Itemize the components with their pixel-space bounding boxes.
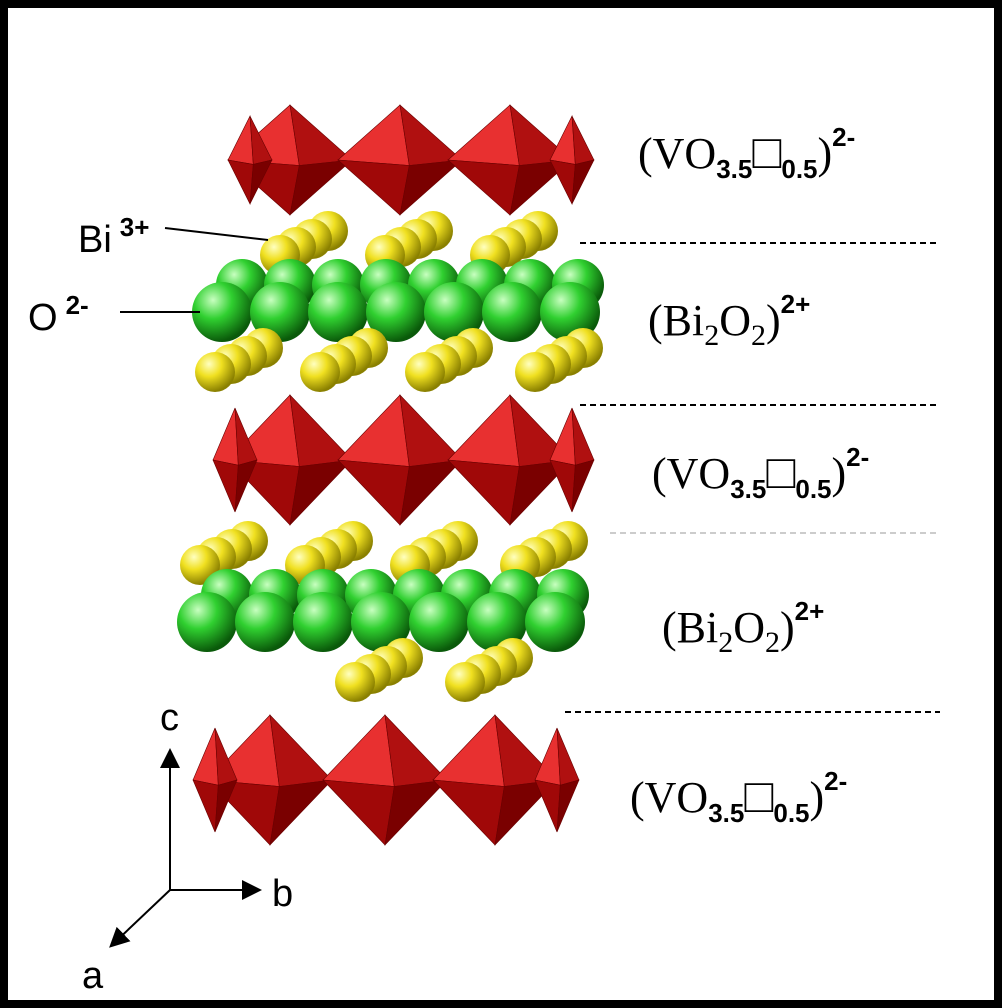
o-atom bbox=[525, 592, 585, 652]
text: (VO bbox=[630, 773, 708, 822]
superscript: 2- bbox=[832, 122, 855, 152]
text: (Bi bbox=[662, 603, 718, 652]
text: (Bi bbox=[648, 296, 704, 345]
subscript: 2 bbox=[704, 319, 719, 352]
superscript: 2- bbox=[824, 766, 847, 796]
axis-c: c bbox=[160, 697, 179, 739]
bi-atom bbox=[515, 352, 555, 392]
bi-atom bbox=[405, 352, 445, 392]
o-atom bbox=[293, 592, 353, 652]
subscript: 2 bbox=[765, 626, 780, 659]
text: O bbox=[719, 296, 751, 345]
o-atom bbox=[192, 282, 252, 342]
o-atom bbox=[482, 282, 542, 342]
bi-atom bbox=[335, 662, 375, 702]
subscript: 0.5 bbox=[781, 154, 817, 184]
symbol: O bbox=[28, 297, 58, 339]
box: □ bbox=[766, 446, 795, 499]
superscript: 2- bbox=[846, 442, 869, 472]
charge: 3+ bbox=[120, 212, 150, 242]
bi-atom bbox=[445, 662, 485, 702]
o-atom bbox=[177, 592, 237, 652]
subscript: 3.5 bbox=[716, 154, 752, 184]
o-atom bbox=[409, 592, 469, 652]
axis-b: b bbox=[272, 873, 293, 915]
text: ) bbox=[818, 129, 833, 178]
text: (VO bbox=[652, 449, 730, 498]
o-atom bbox=[235, 592, 295, 652]
bi-atom bbox=[300, 352, 340, 392]
text: ) bbox=[766, 296, 781, 345]
charge: 2- bbox=[66, 290, 89, 320]
text: ) bbox=[832, 449, 847, 498]
symbol: Bi bbox=[78, 219, 112, 261]
subscript: 2 bbox=[751, 319, 766, 352]
figure: Bi3+ O2- (VO3.5□0.5)2-(Bi2O2)2+(VO3.5□0.… bbox=[0, 0, 1002, 1008]
text: O bbox=[733, 603, 765, 652]
text: ) bbox=[780, 603, 795, 652]
box: □ bbox=[752, 126, 781, 179]
subscript: 2 bbox=[718, 626, 733, 659]
bi-atom bbox=[195, 352, 235, 392]
superscript: 2+ bbox=[781, 289, 811, 319]
superscript: 2+ bbox=[795, 596, 825, 626]
subscript: 0.5 bbox=[795, 474, 831, 504]
subscript: 0.5 bbox=[773, 798, 809, 828]
axis-a: a bbox=[82, 955, 104, 997]
subscript: 3.5 bbox=[708, 798, 744, 828]
box: □ bbox=[744, 770, 773, 823]
text: ) bbox=[810, 773, 825, 822]
subscript: 3.5 bbox=[730, 474, 766, 504]
text: (VO bbox=[638, 129, 716, 178]
